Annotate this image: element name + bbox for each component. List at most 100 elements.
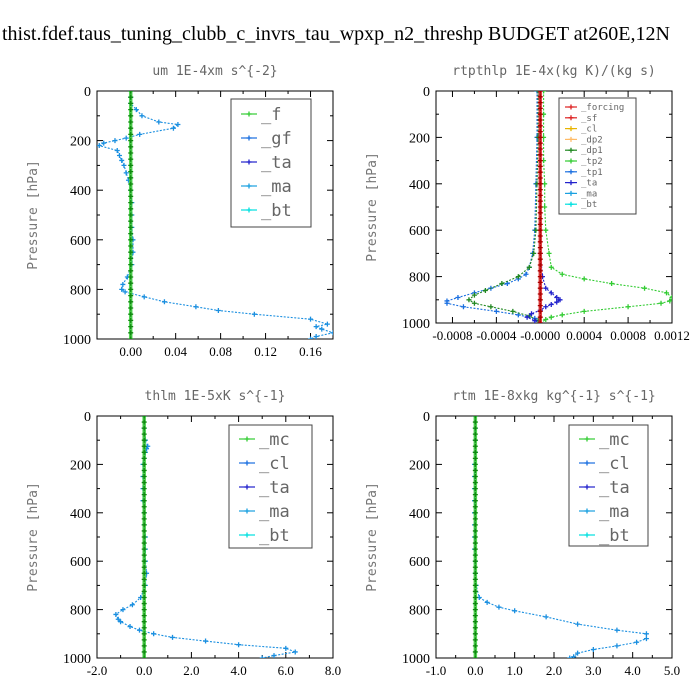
series-point-forcing (537, 268, 543, 274)
legend-marker (244, 484, 250, 490)
legend-marker (246, 111, 252, 117)
series-point-f (128, 212, 134, 218)
series-layer (97, 91, 333, 339)
x-tick-label: -2.0 (87, 663, 108, 678)
series-point-f (128, 218, 134, 224)
series-point-forcing (537, 152, 543, 158)
y-tick-label: 600 (409, 224, 430, 239)
series-point-mc (141, 516, 147, 522)
series-point-mc (472, 582, 478, 588)
series-point-mc (141, 480, 147, 486)
series-point-bt (120, 607, 126, 613)
series-point-forcing (537, 216, 543, 222)
series-point-dp1 (515, 274, 521, 280)
series-point-forcing (537, 250, 543, 256)
series-point-forcing (537, 100, 543, 106)
series-point-tp2 (581, 308, 587, 314)
series-point-f (128, 181, 134, 187)
series-point-f (128, 237, 134, 243)
legend-label: _mc (599, 430, 630, 450)
legend-marker (244, 532, 250, 538)
series-point-forcing (537, 297, 543, 303)
x-tick-label: 3.0 (585, 663, 601, 678)
x-tick-label: -0.0008 (432, 328, 472, 343)
series-point-ta (543, 304, 549, 310)
legend-label: _ta (581, 179, 597, 189)
series-point-forcing (537, 175, 543, 181)
series-point-bt (575, 650, 581, 656)
series-layer (472, 416, 649, 658)
series-point-dp1 (535, 91, 541, 94)
series-point-mc (141, 607, 147, 613)
series-point-mc (472, 498, 478, 504)
series-point-forcing (537, 123, 543, 129)
series-point-bt (543, 614, 549, 620)
series-point-bt (133, 107, 139, 113)
legend-marker (568, 190, 574, 196)
series-point-mc (472, 474, 478, 479)
series-point-f (128, 193, 134, 199)
series-point-dp1 (471, 292, 477, 298)
series-point-mc (141, 504, 147, 510)
series-point-bt (161, 299, 167, 305)
series-point-ta (548, 290, 554, 296)
series-point-tp2 (543, 317, 549, 323)
series-point-bt (308, 316, 314, 322)
series-point-bt (292, 649, 298, 655)
legend-marker (568, 169, 574, 175)
series-point-bt (120, 281, 126, 287)
legend-marker (584, 532, 590, 538)
series-point-f (128, 91, 134, 94)
series-point-mc (472, 619, 478, 625)
series-point-bt (330, 330, 333, 336)
series-point-mc (472, 625, 478, 631)
series-point-ta (548, 301, 554, 307)
x-tick-label: 5.0 (664, 663, 680, 678)
series-point-mc (472, 540, 478, 546)
x-tick-label: 0.0004 (566, 328, 602, 343)
series-point-mc (141, 474, 147, 479)
legend-label: _bt (599, 526, 630, 546)
series-point-mc (141, 467, 147, 473)
legend-label: _dp1 (581, 146, 603, 156)
series-point-mc (472, 467, 478, 473)
series-point-f (128, 336, 134, 339)
series-point-f (128, 255, 134, 261)
series-point-bt (575, 621, 581, 627)
chart-panel-3: thlm 1E-5xK s^{-1} Pressure [hPa] 0 200 400 6… (26, 389, 341, 678)
series-point-dp1 (526, 264, 532, 270)
legend-label: _ma (259, 502, 290, 522)
y-axis-label: Pressure [hPa] (26, 482, 41, 592)
series-point-f (128, 200, 134, 206)
series-point-forcing (537, 210, 543, 216)
series-point-forcing (537, 117, 543, 123)
series-point-mc (472, 570, 478, 576)
series-point-bt (283, 645, 289, 651)
series-point-mc (472, 643, 478, 649)
series-point-mc (472, 558, 478, 564)
legend-label: _cl (259, 454, 290, 474)
legend-label: _bt (581, 200, 597, 210)
series-point-f (128, 94, 134, 100)
chart-title: thlm 1E-5xK s^{-1} (145, 389, 286, 404)
series-point-bt (136, 627, 142, 633)
series-point-bt (119, 286, 125, 292)
series-point-forcing (537, 91, 543, 94)
chart-title: um 1E-4xm s^{-2} (152, 64, 277, 79)
x-tick-label: 4.0 (230, 663, 246, 678)
chart-panel-1: um 1E-4xm s^{-2} Pressure [hPa] 0 200 400 600… (26, 64, 334, 359)
y-tick-label: 800 (70, 604, 91, 619)
series-point-f (128, 231, 134, 237)
series-point-bt (112, 138, 118, 144)
series-point-mc (141, 510, 147, 516)
series-point-tp1 (455, 294, 461, 300)
series-point-mc (141, 558, 147, 564)
series-point-tp1 (523, 271, 529, 277)
chart-title: rtm 1E-8xkg kg^{-1} s^{-1} (452, 389, 656, 404)
series-point-mc (141, 425, 147, 431)
series-point-mc (141, 437, 147, 443)
series-point-ta (532, 318, 538, 323)
legend-label: _ta (599, 478, 630, 498)
legend-label: _mc (259, 430, 290, 450)
y-tick-label: 800 (409, 271, 430, 286)
